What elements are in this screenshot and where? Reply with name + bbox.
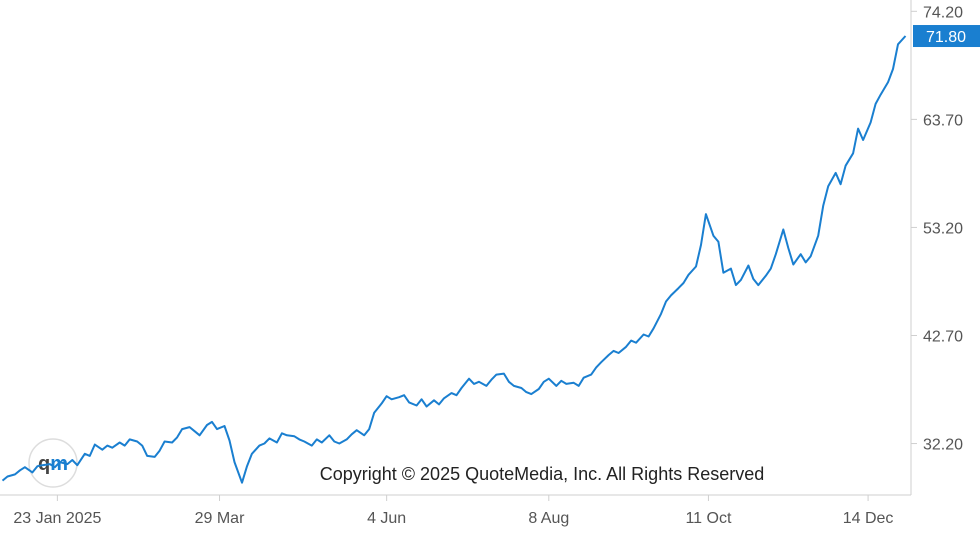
x-tick-label: 29 Mar [195,510,245,527]
y-tick-label: 32.20 [923,437,963,454]
x-tick-label: 14 Dec [843,510,894,527]
y-axis-ticks: 74.20 63.70 53.20 42.70 32.20 [911,4,963,454]
y-tick-label: 53.20 [923,220,963,237]
x-axis-ticks: 23 Jan 2025 29 Mar 4 Jun 8 Aug 11 Oct 14 Dec [13,495,893,527]
last-value-marker: 71.80 [913,25,980,48]
y-tick-label: 42.70 [923,328,963,345]
y-tick-label: 74.20 [923,4,963,21]
copyright-notice: Copyright © 2025 QuoteMedia, Inc. All Ri… [320,464,765,484]
x-tick-label: 4 Jun [367,510,406,527]
x-tick-label: 11 Oct [685,510,732,527]
price-series-line [1,35,907,484]
x-tick-label: 8 Aug [528,510,569,527]
x-tick-label: 23 Jan 2025 [13,510,101,527]
y-tick-label: 63.70 [923,112,963,129]
last-value-label: 71.80 [926,29,966,46]
